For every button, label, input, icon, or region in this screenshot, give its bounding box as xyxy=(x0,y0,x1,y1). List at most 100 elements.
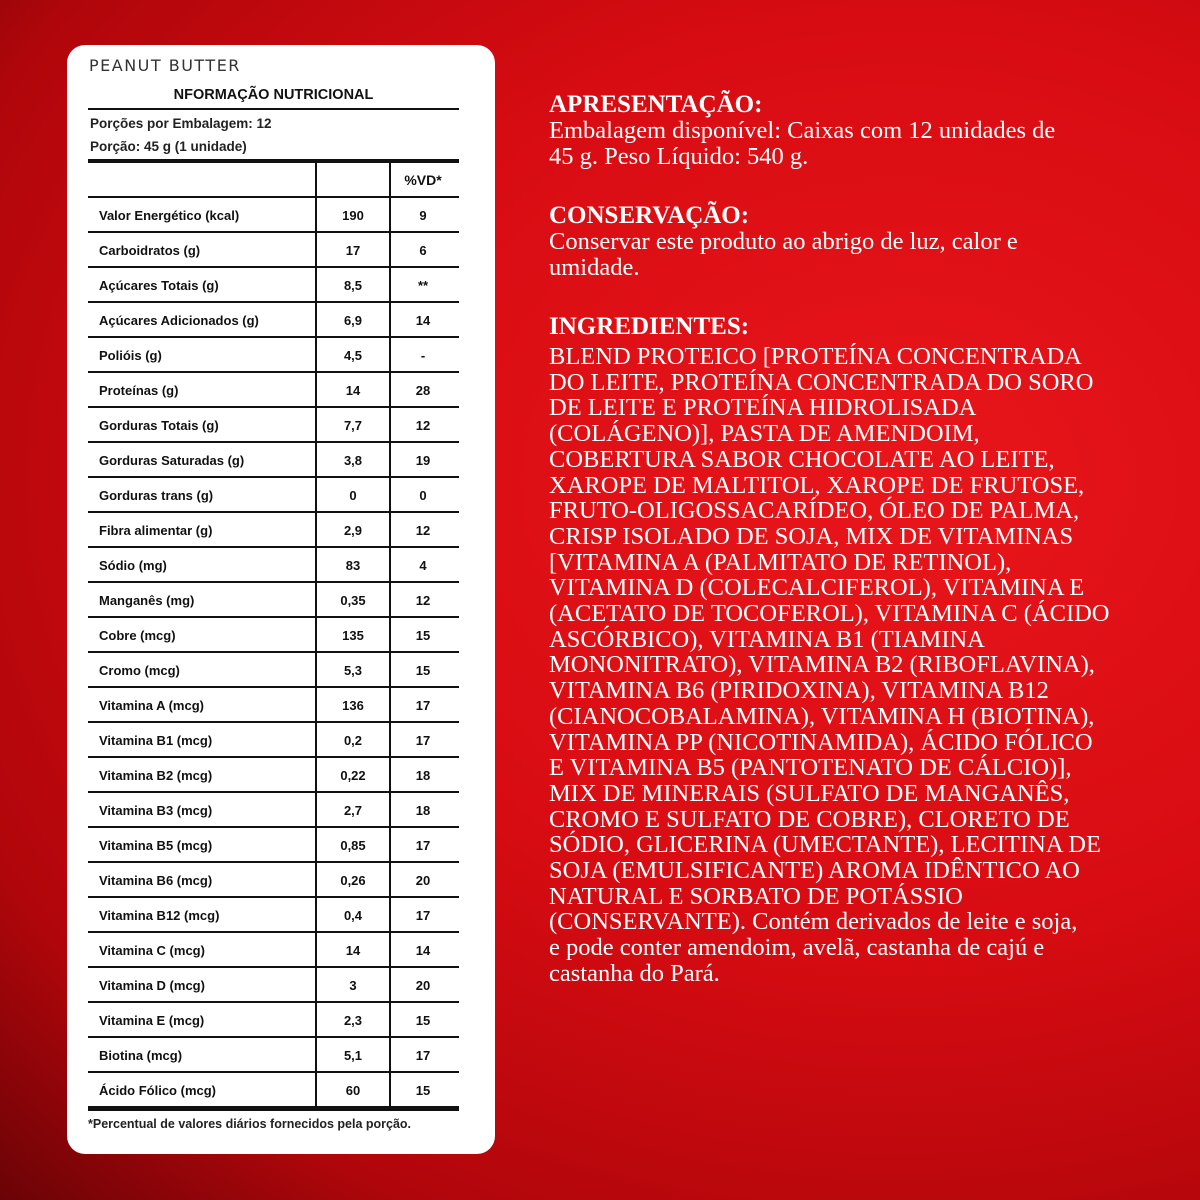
table-row: Cobre (mcg) 135 15 xyxy=(88,618,459,653)
table-row: Gorduras Totais (g) 7,7 12 xyxy=(88,408,459,443)
nutrient-daily-value: 14 xyxy=(415,313,431,328)
section-0: APRESENTAÇÃO: Embalagem disponível: Caixa… xyxy=(549,92,1110,169)
nutrient-amount: 0,4 xyxy=(315,898,391,931)
section-text-line: CRISP ISOLADO DE SOJA, MIX DE VITAMINAS xyxy=(549,522,1074,550)
nutrient-daily-value: 15 xyxy=(415,1083,431,1098)
nutrient-daily-value: 17 xyxy=(415,908,431,923)
nutrient-label: Manganês (mg) xyxy=(99,593,195,608)
table-row: Açúcares Adicionados (g) 6,9 14 xyxy=(88,303,459,338)
servings-per-package: Porções por Embalagem: 12 xyxy=(90,116,272,131)
table-row: Vitamina A (mcg) 136 17 xyxy=(88,688,459,723)
section-text-line: VITAMINA B6 (PIRIDOXINA), VITAMINA B12 xyxy=(549,677,1049,705)
section-text-line: COBERTURA SABOR CHOCOLATE AO LEITE, xyxy=(549,445,1055,473)
table-row: Manganês (mg) 0,35 12 xyxy=(88,583,459,618)
section-1: CONSERVAÇÃO: Conservar este produto ao ab… xyxy=(549,203,1110,280)
section-text-line: SÓDIO, GLICERINA (UMECTANTE), LECITINA D… xyxy=(549,831,1101,859)
nutrient-daily-value: 9 xyxy=(419,208,427,223)
nutrient-label: Açúcares Adicionados (g) xyxy=(99,313,259,328)
nutrient-daily-value: 0 xyxy=(419,488,427,503)
section-text-line: CROMO E SULFATO DE COBRE), CLORETO DE xyxy=(549,805,1070,833)
nutrient-amount: 4,5 xyxy=(315,338,391,371)
nutrient-amount: 2,3 xyxy=(315,1003,391,1036)
nutrient-daily-value: 6 xyxy=(419,243,427,258)
nutrient-amount: 0,26 xyxy=(315,863,391,896)
nutrient-daily-value: 15 xyxy=(415,1013,431,1028)
table-row: Carboidratos (g) 17 6 xyxy=(88,233,459,268)
section-text-line: MONONITRATO), VITAMINA B2 (RIBOFLAVINA), xyxy=(549,651,1095,679)
table-row: Vitamina C (mcg) 14 14 xyxy=(88,933,459,968)
section-text-line: (COLÁGENO)], PASTA DE AMENDOIM, xyxy=(549,420,980,448)
section-text-line: ASCÓRBICO), VITAMINA B1 (TIAMINA xyxy=(549,625,985,653)
nutrient-daily-value: 20 xyxy=(415,978,431,993)
table-row: Vitamina B6 (mcg) 0,26 20 xyxy=(88,863,459,898)
nutrient-daily-value: 17 xyxy=(415,838,431,853)
nutrient-daily-value: 15 xyxy=(415,628,431,643)
bottom-divider xyxy=(88,1108,459,1111)
nutrient-label: Biotina (mcg) xyxy=(99,1048,183,1063)
section-text-line: NATURAL E SORBATO DE POTÁSSIO xyxy=(549,882,963,910)
nutrient-label: Vitamina D (mcg) xyxy=(99,978,205,993)
section-text-line: [VITAMINA A (PALMITATO DE RETINOL), xyxy=(549,548,1012,576)
table-row: Vitamina B3 (mcg) 2,7 18 xyxy=(88,793,459,828)
nutrient-amount: 0,35 xyxy=(315,583,391,616)
footnote: *Percentual de valores diários fornecido… xyxy=(88,1117,412,1131)
nutrient-label: Vitamina E (mcg) xyxy=(99,1013,205,1028)
table-row: Gorduras Saturadas (g) 3,8 19 xyxy=(88,443,459,478)
table-row: Cromo (mcg) 5,3 15 xyxy=(88,653,459,688)
nutrient-label: Gorduras Saturadas (g) xyxy=(99,453,245,468)
nutrient-amount: 83 xyxy=(315,548,391,581)
nutrition-table: %VD* Valor Energético (kcal) 190 9 Carboidr… xyxy=(88,163,459,1108)
nutrient-amount: 14 xyxy=(315,373,391,406)
table-row: Sódio (mg) 83 4 xyxy=(88,548,459,583)
nutrient-daily-value: 28 xyxy=(415,383,431,398)
nutrient-label: Vitamina B1 (mcg) xyxy=(99,733,213,748)
table-row: Gorduras trans (g) 0 0 xyxy=(88,478,459,513)
nutrient-amount: 3 xyxy=(315,968,391,1001)
nutrient-daily-value: 17 xyxy=(415,1048,431,1063)
table-row: Vitamina D (mcg) 3 20 xyxy=(88,968,459,1003)
section-text-line: FRUTO-OLIGOSSACARÍDEO, ÓLEO DE PALMA, xyxy=(549,497,1080,525)
nutrient-amount: 190 xyxy=(315,198,391,231)
nutrient-daily-value: 17 xyxy=(415,698,431,713)
nutrient-amount: 0,22 xyxy=(315,758,391,791)
nutrient-daily-value: 4 xyxy=(419,558,427,573)
nutrition-title: NFORMAÇÃO NUTRICIONAL xyxy=(173,87,374,103)
nutrient-label: Ácido Fólico (mcg) xyxy=(99,1083,216,1098)
table-row: Polióis (g) 4,5 - xyxy=(88,338,459,373)
section-text-line: VITAMINA PP (NICOTINAMIDA), ÁCIDO FÓLICO xyxy=(549,728,1093,756)
section-text-line: (CONSERVANTE). Contém derivados de leite… xyxy=(549,908,1078,936)
nutrient-amount: 60 xyxy=(315,1073,391,1106)
nutrient-label: Vitamina B2 (mcg) xyxy=(99,768,213,783)
section-text-line: e pode conter amendoim, avelã, castanha … xyxy=(549,934,1045,962)
nutrition-facts-panel: PEANUT BUTTER NFORMAÇÃO NUTRICIONAL Porç… xyxy=(67,45,495,1154)
table-row: Vitamina B1 (mcg) 0,2 17 xyxy=(88,723,459,758)
nutrient-amount: 135 xyxy=(315,618,391,651)
section-2: INGREDIENTES: BLEND PROTEICO [PROTEÍNA CO… xyxy=(549,314,1110,987)
table-row: Vitamina B5 (mcg) 0,85 17 xyxy=(88,828,459,863)
nutrient-label: Fibra alimentar (g) xyxy=(99,523,213,538)
nutrient-amount: 6,9 xyxy=(315,303,391,336)
section-text-line: Embalagem disponível: Caixas com 12 unid… xyxy=(549,117,1056,144)
section-text-line: castanha do Pará. xyxy=(549,959,720,987)
nutrient-daily-value: 18 xyxy=(415,768,431,783)
product-info: APRESENTAÇÃO: Embalagem disponível: Caixa… xyxy=(549,92,1110,987)
header-vd: %VD* xyxy=(404,172,442,188)
table-row: Vitamina B12 (mcg) 0,4 17 xyxy=(88,898,459,933)
nutrient-label: Carboidratos (g) xyxy=(99,243,201,258)
section-text-line: BLEND PROTEICO [PROTEÍNA CONCENTRADA xyxy=(549,343,1082,370)
nutrient-label: Polióis (g) xyxy=(99,348,162,363)
section-text-line: SOJA (EMULSIFICANTE) AROMA IDÊNTICO AO xyxy=(549,857,1080,885)
table-row: Valor Energético (kcal) 190 9 xyxy=(88,198,459,233)
serving-size: Porção: 45 g (1 unidade) xyxy=(90,139,247,154)
thick-divider xyxy=(88,159,459,163)
nutrient-label: Cobre (mcg) xyxy=(99,628,176,643)
nutrient-daily-value: 12 xyxy=(415,523,431,538)
section-text-line: E VITAMINA B5 (PANTOTENATO DE CÁLCIO)], xyxy=(549,754,1072,782)
nutrient-amount: 2,7 xyxy=(315,793,391,826)
section-heading: INGREDIENTES: xyxy=(549,313,750,340)
nutrient-label: Açúcares Totais (g) xyxy=(99,278,219,293)
nutrient-amount: 14 xyxy=(315,933,391,966)
nutrient-daily-value: 14 xyxy=(415,943,431,958)
nutrient-amount: 0 xyxy=(315,478,391,511)
section-text-line: VITAMINA D (COLECALCIFEROL), VITAMINA E xyxy=(549,574,1085,602)
